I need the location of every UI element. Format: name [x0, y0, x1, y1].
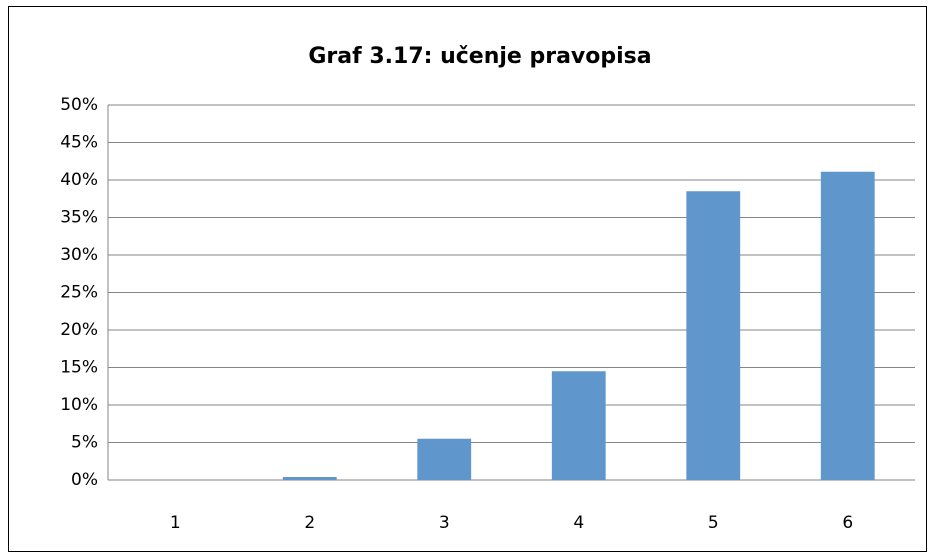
x-tick-label: 4 — [573, 513, 584, 533]
chart-title: Graf 3.17: učenje pravopisa — [308, 44, 651, 69]
x-tick-label: 3 — [439, 513, 450, 533]
bar — [282, 477, 337, 480]
y-tick-label: 30% — [60, 245, 98, 265]
x-tick-label: 1 — [170, 513, 181, 533]
y-tick-label: 15% — [60, 358, 98, 378]
x-tick-label: 6 — [842, 513, 853, 533]
bar — [551, 371, 606, 480]
y-tick-label: 5% — [71, 433, 98, 453]
y-tick-label: 35% — [60, 208, 98, 228]
y-tick-label: 50% — [60, 95, 98, 115]
bar — [686, 191, 741, 480]
x-tick-label: 5 — [708, 513, 719, 533]
x-tick-label: 2 — [304, 513, 315, 533]
y-tick-label: 25% — [60, 283, 98, 303]
y-tick-label: 20% — [60, 320, 98, 340]
bar — [417, 438, 472, 480]
y-tick-label: 45% — [60, 133, 98, 153]
bar — [820, 171, 875, 480]
y-tick-label: 10% — [60, 395, 98, 415]
y-tick-label: 40% — [60, 170, 98, 190]
y-tick-label: 0% — [71, 470, 98, 490]
